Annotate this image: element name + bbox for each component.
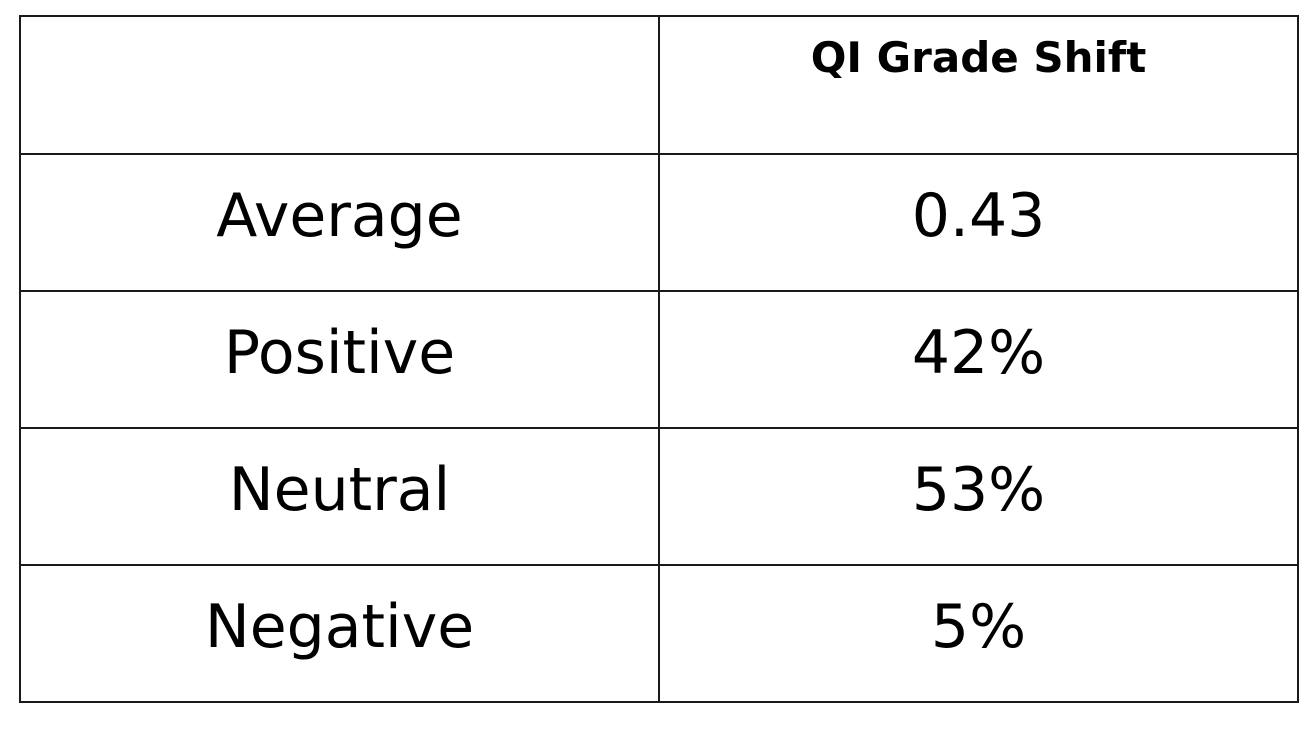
row-value: 5% <box>658 564 1299 703</box>
table-row-neutral: Neutral 53% <box>19 427 1299 566</box>
row-label: Average <box>19 153 660 292</box>
header-column-title: QI Grade Shift <box>658 15 1299 155</box>
row-value: 53% <box>658 427 1299 566</box>
row-label: Positive <box>19 290 660 429</box>
row-label: Negative <box>19 564 660 703</box>
table-header-row: QI Grade Shift <box>19 15 1299 155</box>
row-value: 0.43 <box>658 153 1299 292</box>
row-value: 42% <box>658 290 1299 429</box>
row-label: Neutral <box>19 427 660 566</box>
table-row-negative: Negative 5% <box>19 564 1299 703</box>
table-row-average: Average 0.43 <box>19 153 1299 292</box>
qi-grade-shift-table: QI Grade Shift Average 0.43 Positive 42%… <box>19 15 1299 703</box>
table-row-positive: Positive 42% <box>19 290 1299 429</box>
header-corner-cell <box>19 15 660 155</box>
